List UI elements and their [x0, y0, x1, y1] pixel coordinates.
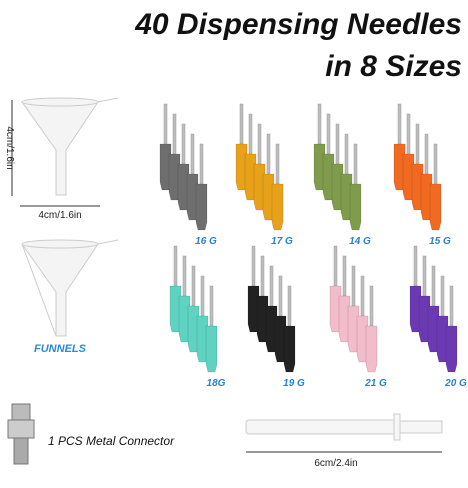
needle-shaft	[344, 133, 349, 175]
needle-shaft	[326, 113, 331, 155]
needle-group: 17 G	[235, 103, 293, 247]
funnel	[21, 239, 119, 337]
title-line: 40 Dispensing Needles	[134, 8, 462, 41]
funnel-caption: FUNNELS	[34, 343, 87, 355]
needle-hub	[429, 183, 442, 231]
gauge-label: 14 G	[349, 236, 371, 247]
gauge-label: 18G	[207, 378, 226, 389]
gauge-label: 19 G	[283, 378, 305, 389]
needle-shaft	[397, 103, 402, 145]
needle-shaft	[190, 133, 195, 175]
needle-shaft	[251, 245, 256, 287]
needle-shaft	[333, 245, 338, 287]
needle-shaft	[275, 143, 280, 185]
needle-shaft	[199, 143, 204, 185]
needle-shaft	[440, 275, 445, 317]
gauge-label: 17 G	[271, 236, 293, 247]
needle-shaft	[172, 113, 177, 155]
needle-shaft	[173, 245, 178, 287]
needle-shaft	[351, 265, 356, 307]
dimension-label: 4cm/1.6in	[38, 210, 81, 221]
needle-shaft	[248, 113, 253, 155]
needle-shaft	[239, 103, 244, 145]
needle-hub	[283, 325, 296, 373]
needle-group: 21 G	[329, 245, 387, 389]
needle-shaft	[209, 285, 214, 327]
gauge-label: 15 G	[429, 236, 451, 247]
needle-shaft	[406, 113, 411, 155]
needle-shaft	[422, 255, 427, 297]
needle-shaft	[433, 143, 438, 185]
dimension-label: 6cm/2.4in	[314, 458, 357, 469]
gauge-label: 16 G	[195, 236, 217, 247]
needle-shaft	[257, 123, 262, 165]
needle-shaft	[431, 265, 436, 307]
funnel	[21, 97, 119, 196]
needle-shaft	[415, 123, 420, 165]
needle-shaft	[369, 285, 374, 327]
needle-hub	[445, 325, 458, 373]
needle-shaft	[191, 265, 196, 307]
needle-hub	[365, 325, 378, 373]
needle-groups: 16 G 17 G 14 G 15 G 18G 19 G 21 G 20 G	[159, 103, 467, 389]
needle-shaft	[342, 255, 347, 297]
needle-shaft	[260, 255, 265, 297]
needle-shaft	[413, 245, 418, 287]
needle-hub	[195, 183, 208, 231]
connector-caption: 1 PCS Metal Connector	[48, 434, 175, 448]
needle-hub	[271, 183, 284, 231]
needle-group: 20 G	[409, 245, 467, 389]
needle-shaft	[269, 265, 274, 307]
needle-shaft	[360, 275, 365, 317]
needle-hub	[205, 325, 218, 373]
dimension-label: 4cm/1.6in	[4, 126, 15, 169]
needle-shaft	[317, 103, 322, 145]
needle-group: 18G	[169, 245, 226, 389]
needle-shaft	[181, 123, 186, 165]
needle-shaft	[353, 143, 358, 185]
needle-shaft	[266, 133, 271, 175]
tube	[245, 413, 443, 441]
needle-shaft	[200, 275, 205, 317]
metal-connector	[7, 403, 35, 465]
needle-shaft	[278, 275, 283, 317]
gauge-label: 21 G	[364, 378, 387, 389]
needle-shaft	[287, 285, 292, 327]
needle-group: 16 G	[159, 103, 217, 247]
needle-group: 19 G	[247, 245, 305, 389]
needle-shaft	[182, 255, 187, 297]
gauge-label: 20 G	[444, 378, 467, 389]
needle-hub	[349, 183, 362, 231]
needle-shaft	[163, 103, 168, 145]
needle-group: 14 G	[313, 103, 371, 247]
needle-group: 15 G	[393, 103, 451, 247]
title-line: in 8 Sizes	[325, 50, 462, 83]
needle-shaft	[424, 133, 429, 175]
needle-shaft	[335, 123, 340, 165]
needle-shaft	[449, 285, 454, 327]
